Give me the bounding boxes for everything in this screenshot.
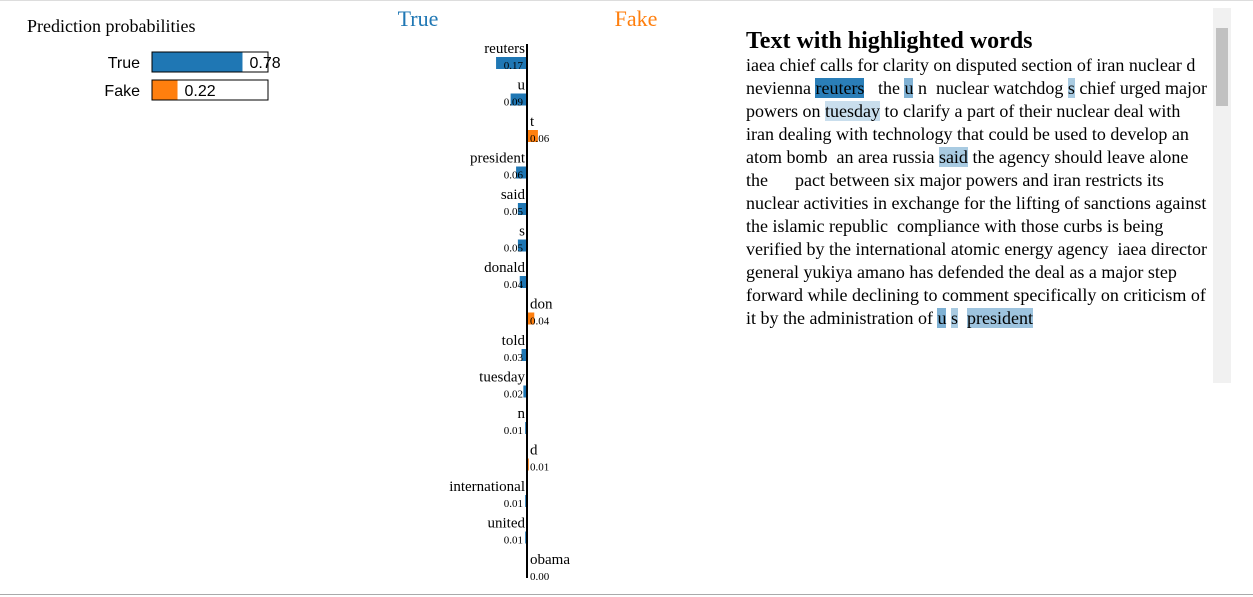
feature-word: u xyxy=(518,78,526,94)
feature-value: 0.01 xyxy=(504,535,523,547)
prob-bar xyxy=(152,80,178,100)
text-segment: iaea chief calls for clarity on disputed… xyxy=(746,55,1200,98)
class-header: Fake xyxy=(615,6,658,31)
highlighted-word: u xyxy=(904,78,914,98)
text-segment: n nuclear watchdog xyxy=(913,78,1068,98)
highlighted-text: iaea chief calls for clarity on disputed… xyxy=(746,54,1208,330)
feature-value: 0.06 xyxy=(530,133,550,145)
highlighted-word: u xyxy=(937,308,947,328)
highlighted-word: s xyxy=(950,308,958,328)
feature-word: d xyxy=(530,443,538,459)
class-label: True xyxy=(108,55,140,72)
feature-bar xyxy=(521,349,527,361)
feature-bar xyxy=(516,166,527,179)
text-segment: the agency should leave alone the pact b… xyxy=(746,147,1212,328)
text-segment: the xyxy=(864,78,905,98)
feature-word: international xyxy=(449,479,525,495)
feature-word: donald xyxy=(484,260,525,276)
feature-value: 0.04 xyxy=(504,279,524,291)
text-segment: to clarify a part of their nuclear deal … xyxy=(746,101,1194,167)
class-label: Fake xyxy=(104,83,140,100)
scroll-thumb[interactable] xyxy=(1216,28,1228,106)
text-title: Text with highlighted words xyxy=(746,28,1033,54)
prob-frame xyxy=(151,51,269,73)
feature-word: said xyxy=(501,187,526,203)
feature-bar xyxy=(519,276,527,288)
feature-bar xyxy=(496,57,527,69)
highlighted-word: said xyxy=(938,147,968,167)
prob-frame xyxy=(151,79,269,101)
feature-word: told xyxy=(502,333,526,349)
page-scrollbar[interactable] xyxy=(1213,8,1231,383)
highlighted-word: president xyxy=(967,308,1033,328)
feature-value: 0.05 xyxy=(504,206,524,218)
highlighted-word: s xyxy=(1067,78,1075,98)
feature-value: 0.01 xyxy=(504,498,523,510)
feature-bar xyxy=(523,385,527,398)
feature-word: t xyxy=(530,114,535,130)
feature-bar xyxy=(517,203,527,215)
prob-title: Prediction probabilities xyxy=(27,16,195,36)
text-segment: chief urged major powers on xyxy=(746,78,1212,121)
highlighted-word: reuters xyxy=(815,78,865,98)
feature-word: s xyxy=(519,224,525,240)
text-panel[interactable]: Text with highlighted words iaea chief c… xyxy=(746,28,1231,382)
feature-value: 0.01 xyxy=(530,462,549,474)
feature-value: 0.03 xyxy=(504,352,524,364)
feature-word: president xyxy=(470,151,526,167)
charts: Prediction probabilities True 0.78 Fake 0.2… xyxy=(27,6,658,583)
feature-value: 0.05 xyxy=(504,243,524,255)
feature-word: united xyxy=(488,516,526,532)
feature-value: 0.06 xyxy=(504,170,524,182)
prob-bar xyxy=(152,52,243,72)
feature-value: 0.17 xyxy=(504,60,524,72)
feature-bar xyxy=(510,93,527,106)
top-border xyxy=(0,0,1253,1)
feature-value: 0.01 xyxy=(504,425,523,437)
feature-value: 0.02 xyxy=(504,389,523,401)
class-header: True xyxy=(398,6,439,31)
prob-value: 0.22 xyxy=(185,83,216,100)
feature-bar xyxy=(527,130,538,142)
feature-value: 0.04 xyxy=(530,316,550,328)
feature-word: tuesday xyxy=(479,370,525,386)
feature-word: n xyxy=(518,406,526,422)
prob-value: 0.78 xyxy=(249,55,280,72)
feature-word: don xyxy=(530,297,553,313)
feature-value: 0.00 xyxy=(530,571,550,583)
text-segment xyxy=(958,308,967,328)
bottom-border xyxy=(0,594,1253,595)
feature-word: reuters xyxy=(484,41,525,57)
feature-bar xyxy=(527,312,535,325)
highlighted-word: tuesday xyxy=(825,101,880,121)
feature-bar xyxy=(517,239,527,252)
feature-word: obama xyxy=(530,552,570,568)
feature-value: 0.09 xyxy=(504,97,524,109)
